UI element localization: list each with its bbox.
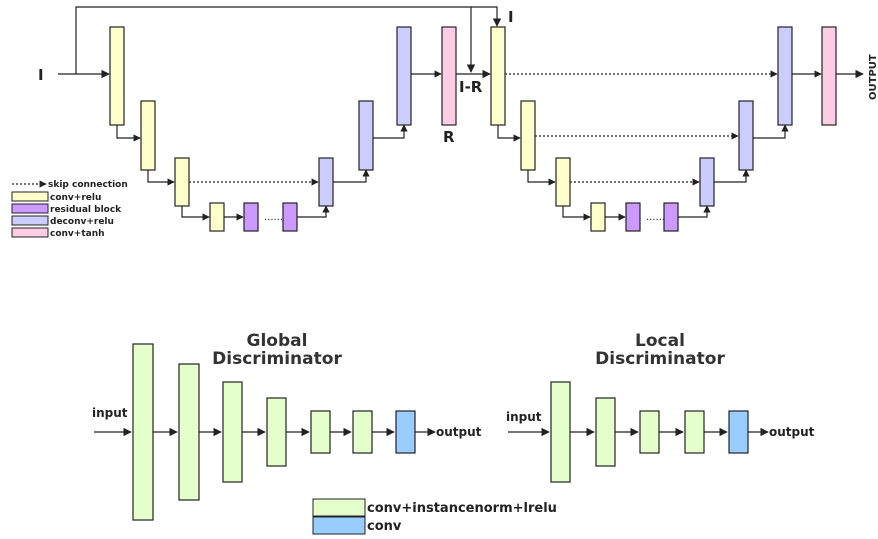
legend-disc-output-swatch (312, 516, 366, 535)
global-layer-6 (352, 410, 373, 454)
g2-enc1-to-enc2-arrow (497, 125, 521, 142)
global-input-label: input (92, 406, 128, 420)
legend-disc-conv-label: conv+instancenorm+lrelu (367, 501, 557, 516)
discriminator-legend: conv+instancenorm+lrelu conv (312, 498, 557, 535)
legend-conv-relu-swatch (11, 191, 49, 202)
g2-enc3-to-bottleneck-arrow (562, 206, 591, 221)
res-to-dec1-arrow (297, 205, 330, 218)
local-layer-4 (684, 410, 705, 454)
dec2-deconv-relu (358, 100, 374, 171)
global-discriminator-title-line2: Discriminator (212, 349, 342, 369)
legend-conv-relu-label: conv+relu (50, 193, 101, 203)
gen1-res-ellipsis: ...... (264, 212, 283, 223)
global-layer-2 (178, 363, 200, 501)
g2-conv-tanh (821, 26, 837, 126)
gen2-res-ellipsis: ...... (646, 212, 665, 223)
generator-top-input-label: I (508, 8, 514, 26)
diff-label: I-R (459, 78, 483, 96)
g2-dec2-to-dec3-arrow (753, 124, 789, 139)
generator-input-label: I (38, 66, 44, 84)
global-layer-3 (222, 381, 243, 483)
global-conv-output-layer (395, 410, 416, 454)
residual-label: R (443, 128, 455, 146)
generator-1 (58, 6, 502, 232)
dec3-deconv-relu (396, 26, 412, 126)
global-discriminator-title-line1: Global (247, 331, 308, 351)
enc2-to-enc3-arrow (147, 170, 175, 186)
enc1-conv-relu (109, 26, 125, 126)
global-discriminator (94, 343, 436, 521)
g2-enc1-conv-relu (490, 26, 506, 126)
gen1-conv-tanh (441, 26, 457, 126)
global-output-label: output (436, 425, 482, 439)
local-output-label: output (769, 425, 815, 439)
enc1-to-enc2-arrow (116, 125, 141, 142)
g2-enc2-conv-relu (520, 100, 536, 171)
generator-2 (490, 26, 864, 232)
g2-dec3-deconv-relu (777, 26, 793, 126)
local-layer-3 (639, 410, 660, 454)
local-conv-output-layer (728, 410, 749, 454)
enc3-to-bottleneck-arrow (181, 206, 210, 221)
bottleneck-conv-relu (209, 202, 225, 232)
global-layer-4 (266, 397, 287, 467)
res-block-1 (243, 202, 259, 232)
legend-residual-block-swatch (11, 203, 49, 214)
g2-dec2-deconv-relu (738, 100, 754, 171)
dec1-deconv-relu (318, 157, 334, 207)
input-bypass-line (75, 6, 502, 74)
global-layer-1 (132, 343, 154, 521)
g2-enc3-conv-relu (555, 157, 571, 207)
dec2-to-dec3-arrow (373, 124, 408, 139)
g2-res-block-1 (625, 202, 641, 232)
g2-enc2-to-enc3-arrow (527, 170, 556, 186)
enc3-conv-relu (174, 157, 190, 207)
legend-conv-tanh-swatch (11, 227, 49, 238)
legend-skip-connection-label: skip connection (48, 180, 128, 190)
g2-bottleneck-conv-relu (590, 202, 606, 232)
legend-conv-tanh-label: conv+tanh (50, 229, 105, 239)
g2-res-block-2 (663, 202, 679, 232)
legend-disc-output-label: conv (367, 519, 402, 534)
enc2-conv-relu (140, 100, 156, 171)
dec1-to-dec2-arrow (333, 169, 370, 183)
legend-disc-conv-swatch (312, 498, 366, 517)
local-discriminator-title-line1: Local (635, 331, 685, 351)
local-discriminator-title-line2: Discriminator (595, 349, 725, 369)
local-layer-2 (595, 397, 616, 467)
generator-legend: skip connection conv+relu residual block… (11, 180, 128, 239)
global-layer-5 (310, 410, 331, 454)
local-discriminator (508, 381, 769, 483)
legend-residual-block-label: residual block (50, 205, 122, 215)
local-layer-1 (550, 381, 571, 483)
local-input-label: input (506, 410, 542, 424)
g2-res-to-dec1-arrow (678, 205, 711, 218)
g2-dec1-to-dec2-arrow (714, 169, 750, 183)
legend-deconv-relu-label: deconv+relu (50, 217, 114, 227)
legend-deconv-relu-swatch (11, 215, 49, 226)
g2-dec1-deconv-relu (699, 157, 715, 207)
res-block-2 (282, 202, 298, 232)
generator-output-label: OUTPUT (868, 54, 878, 100)
